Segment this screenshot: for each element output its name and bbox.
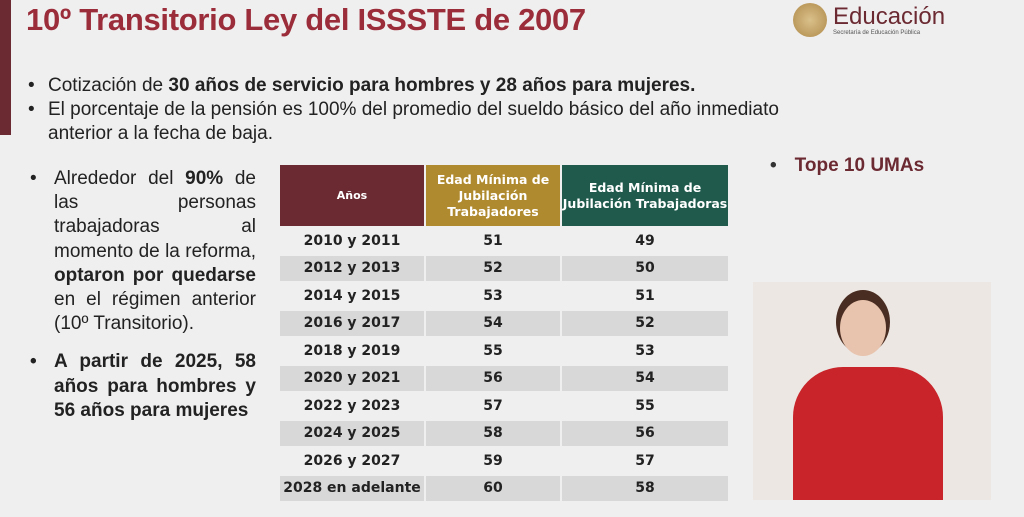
bullet-cotizacion: Cotización de 30 años de servicio para h… <box>26 74 826 98</box>
header-anos: Años <box>280 165 424 226</box>
ages-table: Años Edad Mínima de Jubilación Trabajado… <box>278 163 730 503</box>
table-cell: 52 <box>426 255 560 281</box>
interpreter-head <box>840 300 886 356</box>
logo-text: Educación <box>833 3 946 30</box>
table-cell: 2018 y 2019 <box>280 338 424 364</box>
header-trabajadores: Edad Mínima de Jubilación Trabajadores <box>426 165 560 226</box>
table-cell: 54 <box>562 365 728 391</box>
table-cell: 51 <box>426 228 560 254</box>
table-cell: 53 <box>426 283 560 309</box>
table-row: 2016 y 2017 54 52 <box>280 310 728 336</box>
sidebar-accent <box>0 0 11 135</box>
logo-subtext: Secretaría de Educación Pública <box>833 30 921 36</box>
table-cell: 2022 y 2023 <box>280 393 424 419</box>
table-cell: 2016 y 2017 <box>280 310 424 336</box>
left-notes: Alrededor del 90% de las personas trabaj… <box>30 167 256 423</box>
table-cell: 2026 y 2027 <box>280 448 424 474</box>
table-cell: 51 <box>562 283 728 309</box>
tope-umas: Tope 10 UMAs <box>770 155 925 177</box>
table-row: 2022 y 2023 57 55 <box>280 393 728 419</box>
bullet-list: Cotización de 30 años de servicio para h… <box>26 74 826 146</box>
note-90: Alrededor del 90% de las personas trabaj… <box>30 167 256 336</box>
table-row: 2020 y 2021 56 54 <box>280 365 728 391</box>
interpreter-body <box>793 367 943 500</box>
table-cell: 55 <box>562 393 728 419</box>
table-cell: 2010 y 2011 <box>280 228 424 254</box>
table-cell: 49 <box>562 228 728 254</box>
table-cell: 50 <box>562 255 728 281</box>
table-cell: 53 <box>562 338 728 364</box>
header-trabajadoras: Edad Mínima de Jubilación Trabajadoras <box>562 165 728 226</box>
table-row: 2012 y 2013 52 50 <box>280 255 728 281</box>
table-row: 2014 y 2015 53 51 <box>280 283 728 309</box>
bullet-porcentaje: El porcentaje de la pensión es 100% del … <box>26 98 826 146</box>
table-cell: 56 <box>562 420 728 446</box>
table-cell: 2012 y 2013 <box>280 255 424 281</box>
table-row: 2024 y 2025 58 56 <box>280 420 728 446</box>
table-cell: 2024 y 2025 <box>280 420 424 446</box>
table-cell: 2028 en adelante <box>280 475 424 501</box>
table-cell: 60 <box>426 475 560 501</box>
seal-icon <box>793 3 827 37</box>
table-cell: 58 <box>562 475 728 501</box>
table-cell: 57 <box>562 448 728 474</box>
note-2025: A partir de 2025, 58 años para hombres y… <box>30 350 256 423</box>
table-cell: 58 <box>426 420 560 446</box>
sign-language-interpreter-video <box>753 282 991 500</box>
table-row: 2010 y 2011 51 49 <box>280 228 728 254</box>
table-cell: 2020 y 2021 <box>280 365 424 391</box>
table-cell: 55 <box>426 338 560 364</box>
table-cell: 52 <box>562 310 728 336</box>
table-cell: 59 <box>426 448 560 474</box>
table-row: 2018 y 2019 55 53 <box>280 338 728 364</box>
page-title: 10º Transitorio Ley del ISSSTE de 2007 <box>26 2 586 37</box>
table-row: 2028 en adelante 60 58 <box>280 475 728 501</box>
table-cell: 57 <box>426 393 560 419</box>
table-cell: 54 <box>426 310 560 336</box>
table-row: 2026 y 2027 59 57 <box>280 448 728 474</box>
table-cell: 2014 y 2015 <box>280 283 424 309</box>
sep-logo: Educación Secretaría de Educación Públic… <box>793 3 945 37</box>
table-cell: 56 <box>426 365 560 391</box>
